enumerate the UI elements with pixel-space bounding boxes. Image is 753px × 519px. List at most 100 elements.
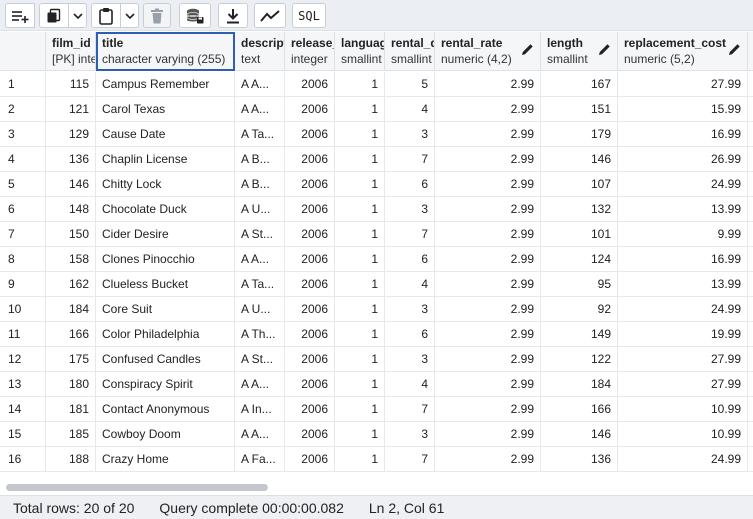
row-number-cell[interactable]: 12: [0, 347, 46, 371]
cell-replacement-cost[interactable]: 13.99: [618, 197, 748, 221]
row-number-cell[interactable]: 6: [0, 197, 46, 221]
cell-length[interactable]: 124: [541, 247, 618, 271]
scrollbar-thumb[interactable]: [6, 484, 268, 491]
cell-release-year[interactable]: 2006: [285, 322, 335, 346]
table-row[interactable]: 4 136 Chaplin License A B... 2006 1 7 2.99 146 26…: [0, 147, 753, 172]
cell-description[interactable]: A Ta...: [235, 122, 285, 146]
column-header-description[interactable]: description text: [235, 32, 285, 71]
download-button[interactable]: [218, 3, 248, 28]
cell-language-id[interactable]: 1: [335, 397, 385, 421]
sql-button[interactable]: SQL: [292, 3, 326, 28]
table-row[interactable]: 5 146 Chitty Lock A B... 2006 1 6 2.99 107 24.99: [0, 172, 753, 197]
cell-release-year[interactable]: 2006: [285, 122, 335, 146]
cell-rental-rate[interactable]: 2.99: [435, 447, 541, 471]
cell-title[interactable]: Confused Candles: [96, 347, 235, 371]
cell-rental-duration[interactable]: 7: [385, 397, 435, 421]
table-row[interactable]: 10 184 Core Suit A U... 2006 1 3 2.99 92 24.99: [0, 297, 753, 322]
row-number-cell[interactable]: 14: [0, 397, 46, 421]
cell-replacement-cost[interactable]: 26.99: [618, 147, 748, 171]
table-row[interactable]: 12 175 Confused Candles A St... 2006 1 3 2.99 12…: [0, 347, 753, 372]
cell-title[interactable]: Chaplin License: [96, 147, 235, 171]
cell-language-id[interactable]: 1: [335, 222, 385, 246]
cell-length[interactable]: 146: [541, 422, 618, 446]
cell-film-id[interactable]: 188: [46, 447, 96, 471]
cell-rental-rate[interactable]: 2.99: [435, 347, 541, 371]
cell-language-id[interactable]: 1: [335, 147, 385, 171]
cell-rental-rate[interactable]: 2.99: [435, 147, 541, 171]
column-header-title[interactable]: title character varying (255): [96, 32, 235, 71]
cell-release-year[interactable]: 2006: [285, 372, 335, 396]
cell-rental-rate[interactable]: 2.99: [435, 372, 541, 396]
paste-options-dropdown[interactable]: [121, 3, 139, 28]
cell-title[interactable]: Conspiracy Spirit: [96, 372, 235, 396]
cell-replacement-cost[interactable]: 9.99: [618, 222, 748, 246]
cell-description[interactable]: A St...: [235, 347, 285, 371]
cell-replacement-cost[interactable]: 24.99: [618, 297, 748, 321]
cell-release-year[interactable]: 2006: [285, 147, 335, 171]
cell-length[interactable]: 92: [541, 297, 618, 321]
row-number-cell[interactable]: 5: [0, 172, 46, 196]
cell-rental-duration[interactable]: 3: [385, 297, 435, 321]
cell-description[interactable]: A A...: [235, 247, 285, 271]
cell-film-id[interactable]: 175: [46, 347, 96, 371]
row-number-cell[interactable]: 1: [0, 72, 46, 96]
table-row[interactable]: 14 181 Contact Anonymous A In... 2006 1 7 2.99 1…: [0, 397, 753, 422]
cell-film-id[interactable]: 136: [46, 147, 96, 171]
cell-rental-rate[interactable]: 2.99: [435, 222, 541, 246]
cell-language-id[interactable]: 1: [335, 372, 385, 396]
cell-description[interactable]: A U...: [235, 197, 285, 221]
cell-title[interactable]: Chitty Lock: [96, 172, 235, 196]
cell-rental-rate[interactable]: 2.99: [435, 422, 541, 446]
cell-release-year[interactable]: 2006: [285, 347, 335, 371]
table-row[interactable]: 11 166 Color Philadelphia A Th... 2006 1 6 2.99…: [0, 322, 753, 347]
cell-title[interactable]: Color Philadelphia: [96, 322, 235, 346]
cell-length[interactable]: 151: [541, 97, 618, 121]
cell-release-year[interactable]: 2006: [285, 422, 335, 446]
cell-replacement-cost[interactable]: 27.99: [618, 372, 748, 396]
column-header-length[interactable]: length smallint: [541, 32, 618, 71]
pencil-icon[interactable]: [728, 43, 741, 59]
cell-description[interactable]: A Fa...: [235, 447, 285, 471]
cell-rental-duration[interactable]: 7: [385, 447, 435, 471]
row-number-cell[interactable]: 15: [0, 422, 46, 446]
cell-film-id[interactable]: 162: [46, 272, 96, 296]
table-row[interactable]: 8 158 Clones Pinocchio A A... 2006 1 6 2.99 124 1…: [0, 247, 753, 272]
table-row[interactable]: 6 148 Chocolate Duck A U... 2006 1 3 2.99 132 13.…: [0, 197, 753, 222]
cell-description[interactable]: A In...: [235, 397, 285, 421]
cell-title[interactable]: Clueless Bucket: [96, 272, 235, 296]
table-row[interactable]: 13 180 Conspiracy Spirit A A... 2006 1 4 2.99 18…: [0, 372, 753, 397]
cell-film-id[interactable]: 146: [46, 172, 96, 196]
cell-rental-duration[interactable]: 4: [385, 272, 435, 296]
row-number-cell[interactable]: 8: [0, 247, 46, 271]
cell-film-id[interactable]: 129: [46, 122, 96, 146]
row-number-cell[interactable]: 4: [0, 147, 46, 171]
cell-film-id[interactable]: 150: [46, 222, 96, 246]
cell-release-year[interactable]: 2006: [285, 222, 335, 246]
cell-replacement-cost[interactable]: 13.99: [618, 272, 748, 296]
cell-rental-duration[interactable]: 3: [385, 122, 435, 146]
cell-rental-rate[interactable]: 2.99: [435, 247, 541, 271]
cell-replacement-cost[interactable]: 16.99: [618, 122, 748, 146]
cell-film-id[interactable]: 148: [46, 197, 96, 221]
graph-button[interactable]: [254, 3, 286, 28]
cell-film-id[interactable]: 121: [46, 97, 96, 121]
cell-release-year[interactable]: 2006: [285, 397, 335, 421]
cell-rental-rate[interactable]: 2.99: [435, 272, 541, 296]
column-header-film-id[interactable]: film_id [PK] integer: [46, 32, 96, 71]
cell-length[interactable]: 95: [541, 272, 618, 296]
cell-length[interactable]: 179: [541, 122, 618, 146]
cell-replacement-cost[interactable]: 24.99: [618, 447, 748, 471]
cell-rental-rate[interactable]: 2.99: [435, 297, 541, 321]
cell-description[interactable]: A B...: [235, 147, 285, 171]
cell-replacement-cost[interactable]: 24.99: [618, 172, 748, 196]
cell-release-year[interactable]: 2006: [285, 272, 335, 296]
column-header-replacement-cost[interactable]: replacement_cost numeric (5,2): [618, 32, 748, 71]
delete-button[interactable]: [143, 3, 171, 28]
table-row[interactable]: 9 162 Clueless Bucket A Ta... 2006 1 4 2.99 95 13…: [0, 272, 753, 297]
cell-language-id[interactable]: 1: [335, 447, 385, 471]
cell-rental-duration[interactable]: 3: [385, 347, 435, 371]
cell-length[interactable]: 107: [541, 172, 618, 196]
cell-title[interactable]: Cider Desire: [96, 222, 235, 246]
cell-rental-duration[interactable]: 4: [385, 372, 435, 396]
cell-film-id[interactable]: 185: [46, 422, 96, 446]
